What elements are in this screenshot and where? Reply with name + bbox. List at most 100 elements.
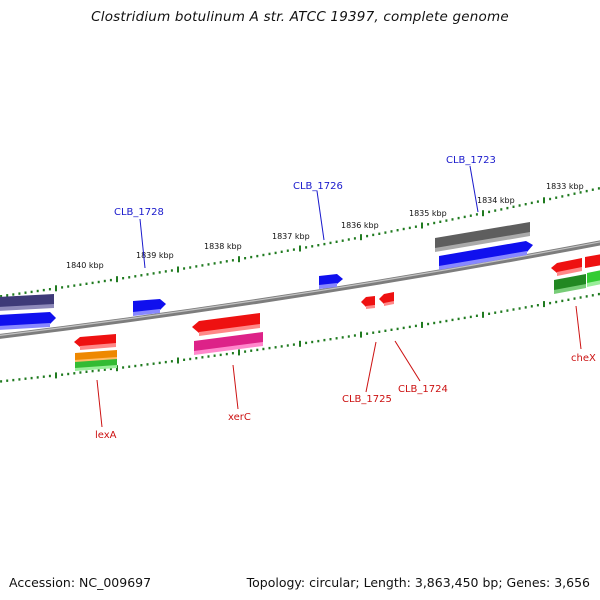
gene-chex-green[interactable]: [554, 270, 600, 294]
forward-minor-tick: [274, 251, 277, 255]
gene-clb-1723-blue[interactable]: [439, 241, 533, 270]
gene-left-blue[interactable]: [0, 312, 56, 330]
forward-minor-tick: [567, 193, 570, 197]
forward-minor-tick: [524, 203, 527, 206]
forward-minor-tick: [152, 272, 155, 275]
reverse-minor-tick: [475, 314, 478, 317]
reverse-major-tick: [299, 340, 301, 347]
reverse-minor-tick: [396, 327, 399, 331]
forward-minor-tick: [262, 253, 265, 257]
gene-clb-1724[interactable]: [379, 292, 394, 306]
forward-minor-tick: [225, 260, 228, 263]
forward-major-tick: [177, 266, 179, 273]
forward-minor-tick: [207, 263, 210, 266]
reverse-minor-tick: [6, 379, 9, 382]
reverse-major-tick: [116, 365, 118, 372]
reverse-minor-tick: [353, 334, 356, 337]
reverse-minor-tick: [286, 344, 289, 347]
reverse-minor-tick: [372, 331, 375, 334]
gene-clb-1728[interactable]: [133, 299, 166, 316]
forward-minor-tick: [378, 232, 381, 235]
gene-lexa-red[interactable]: [74, 334, 116, 350]
forward-minor-tick: [488, 210, 491, 214]
gene-label-clb-1723[interactable]: CLB_1723: [446, 155, 496, 166]
gene-label-clb-1724[interactable]: CLB_1724: [398, 384, 448, 395]
forward-minor-tick: [134, 275, 137, 278]
forward-major-tick: [55, 285, 57, 292]
reverse-minor-tick: [494, 311, 497, 314]
reverse-minor-tick: [250, 349, 253, 352]
reverse-minor-tick: [109, 367, 112, 371]
forward-minor-tick: [335, 240, 338, 243]
reverse-minor-tick: [67, 372, 70, 376]
gene-label-lexa[interactable]: lexA: [95, 430, 117, 441]
forward-minor-tick: [30, 290, 33, 294]
forward-minor-tick: [164, 270, 167, 273]
forward-minor-tick: [372, 233, 375, 237]
reverse-minor-tick: [347, 335, 350, 338]
reverse-minor-tick: [500, 310, 503, 313]
reverse-minor-tick: [579, 296, 582, 299]
forward-minor-tick: [219, 261, 222, 264]
gene-xerc-pink[interactable]: [194, 332, 263, 355]
forward-minor-tick: [0, 295, 3, 298]
reverse-minor-tick: [329, 338, 332, 341]
forward-minor-tick: [323, 242, 326, 246]
gene-label-clb-1726[interactable]: CLB_1726: [293, 181, 343, 192]
forward-minor-tick: [256, 254, 259, 258]
reverse-minor-tick: [97, 369, 100, 372]
reverse-minor-tick: [183, 358, 186, 361]
gene-xerc-red[interactable]: [192, 313, 260, 336]
gene-clb-1723-gray[interactable]: [435, 222, 530, 252]
forward-minor-tick: [469, 214, 472, 217]
gene-label-clb-1725[interactable]: CLB_1725: [342, 394, 392, 405]
forward-minor-tick: [463, 215, 466, 219]
forward-minor-tick: [42, 288, 45, 292]
reverse-minor-tick: [262, 347, 265, 351]
forward-minor-tick: [457, 216, 460, 220]
reverse-minor-tick: [433, 321, 436, 325]
forward-minor-tick: [286, 249, 289, 252]
forward-minor-tick: [500, 208, 503, 211]
kbp-label-1837: 1837 kbp: [272, 232, 310, 241]
gene-lexa-green[interactable]: [75, 359, 117, 371]
forward-minor-tick: [170, 269, 173, 272]
forward-minor-tick: [109, 278, 112, 282]
gene-clb-1725[interactable]: [361, 296, 375, 309]
reverse-minor-tick: [451, 318, 454, 322]
kbp-label-1835: 1835 kbp: [409, 209, 447, 218]
forward-minor-tick: [305, 246, 308, 249]
gene-chex-red[interactable]: [551, 254, 600, 276]
forward-minor-tick: [140, 274, 143, 277]
reverse-minor-tick: [268, 346, 271, 350]
reverse-minor-tick: [536, 304, 539, 307]
reverse-major-tick: [421, 321, 423, 328]
reverse-minor-tick: [512, 308, 515, 311]
reverse-minor-tick: [256, 348, 259, 352]
reverse-minor-tick: [488, 312, 491, 315]
forward-minor-tick: [18, 292, 21, 295]
forward-minor-tick: [103, 279, 106, 283]
forward-minor-tick: [445, 219, 448, 222]
reverse-major-tick: [482, 311, 484, 318]
reverse-minor-tick: [292, 343, 295, 346]
label-connectors: [96, 165, 582, 428]
reverse-minor-tick: [305, 341, 308, 345]
reverse-minor-tick: [48, 374, 51, 378]
forward-minor-tick: [48, 288, 51, 291]
gene-label-clb-1728[interactable]: CLB_1728: [114, 207, 164, 218]
kbp-label-1840: 1840 kbp: [66, 261, 104, 270]
reverse-minor-tick: [591, 294, 594, 297]
reverse-minor-tick: [463, 316, 466, 320]
forward-minor-tick: [244, 257, 247, 260]
reverse-minor-tick: [390, 328, 393, 331]
gene-label-chex[interactable]: cheX: [571, 353, 596, 364]
forward-minor-tick: [408, 226, 411, 230]
gene-label-xerc[interactable]: xerC: [228, 412, 251, 423]
forward-minor-tick: [36, 289, 39, 293]
reverse-major-tick: [55, 372, 57, 379]
reverse-minor-tick: [280, 345, 283, 348]
gene-left-purple[interactable]: [0, 294, 54, 311]
gene-clb-1726[interactable]: [319, 274, 343, 289]
reverse-minor-tick: [152, 362, 155, 365]
